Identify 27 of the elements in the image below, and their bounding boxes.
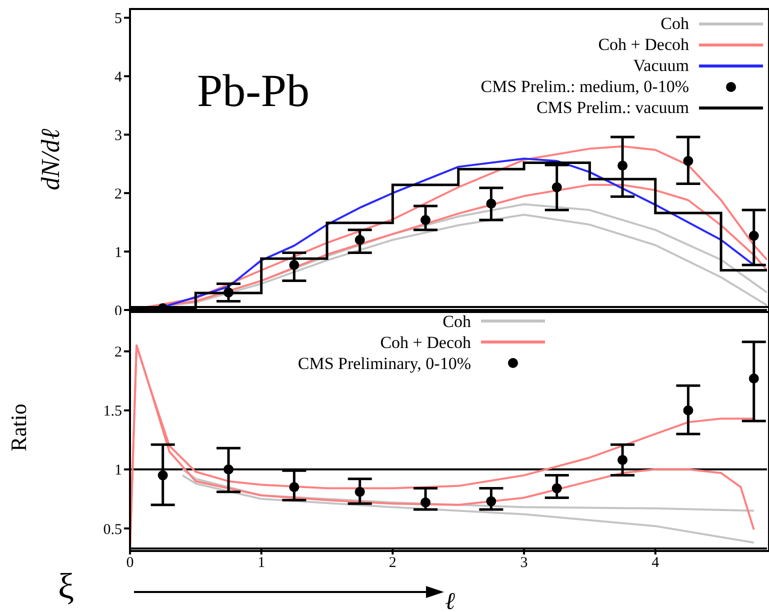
y-tick-label: 4 xyxy=(114,70,122,86)
legend-label: Coh xyxy=(442,310,471,332)
legend-label: Coh + Decoh xyxy=(598,34,689,55)
y-axis-title: Ratio xyxy=(6,404,31,452)
y-axis-title: dN/dℓ xyxy=(36,128,66,190)
legend-label: Coh xyxy=(660,13,689,34)
y-tick-label: 2 xyxy=(114,344,122,361)
legend-label: CMS Prelim.: vacuum xyxy=(536,97,689,118)
y-tick-label: 1 xyxy=(114,462,122,479)
legend-label: Vacuum xyxy=(633,55,689,76)
y-tick-label: 1 xyxy=(114,244,122,261)
x-tick-label: 0 xyxy=(126,555,134,572)
x-tick-label: 4 xyxy=(652,555,660,572)
y-tick-label: 0.5 xyxy=(103,522,122,538)
x-axis-title: ℓ xyxy=(445,589,455,612)
text: ξ xyxy=(58,566,74,606)
x-tick-label: 2 xyxy=(388,555,396,572)
legend-label: CMS Preliminary, 0-10% xyxy=(298,352,471,374)
x-tick-label: 1 xyxy=(258,555,266,572)
y-tick-label: 2 xyxy=(114,186,122,202)
x-tick-label: 3 xyxy=(520,555,528,572)
annotation: Pb-Pb xyxy=(197,65,310,116)
y-tick-label: 3 xyxy=(114,128,122,144)
y-tick-label: 1.5 xyxy=(103,404,122,420)
y-tick-label: 5 xyxy=(114,11,122,28)
legend-label: Coh + Decoh xyxy=(380,332,471,352)
legend-label: CMS Prelim.: medium, 0-10% xyxy=(480,76,689,97)
